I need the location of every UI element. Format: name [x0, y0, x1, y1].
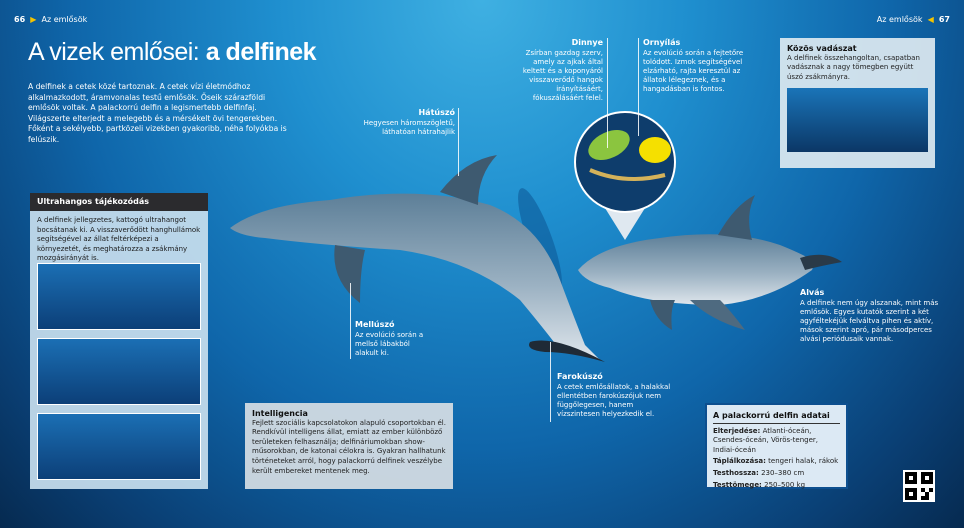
dolphin-pod-photo — [787, 88, 928, 153]
fact-item: Táplálkozása: tengeri halak, rákok — [713, 457, 839, 466]
melon-shape — [588, 129, 630, 161]
triangle-right-icon: ▶ — [27, 15, 39, 24]
hunting-box: Közös vadászat A delfinek összehangoltan… — [780, 38, 935, 168]
page-header-right: Az emlősök ◀ 67 — [877, 15, 950, 24]
page-header-left: 66 ▶ Az emlősök — [14, 15, 87, 24]
page-title: A vizek emlősei: a delfinek — [28, 38, 317, 66]
triangle-left-icon: ◀ — [925, 15, 937, 24]
hunting-text: A delfinek összehangoltan, csapatban vad… — [787, 53, 920, 81]
fact-item: Elterjedése: Atlanti-óceán, Csendes-óceá… — [713, 426, 818, 454]
blowhole-shape — [639, 137, 671, 163]
label-flipper: Mellúszó Az evolúció során a mellső lábak… — [355, 320, 424, 357]
dolphin-large — [230, 155, 605, 362]
intelligence-box: Intelligencia Fejlett szociális kapcsola… — [245, 403, 453, 489]
section-name: Az emlősök — [41, 15, 88, 24]
pointer-line — [607, 38, 608, 148]
pointer-line — [638, 38, 639, 136]
facts-title: A palackorrú delfin adatai — [713, 411, 840, 424]
ultrasound-box: Ultrahangos tájékozódás A delfinek jelle… — [30, 193, 208, 489]
label-dorsal-fin: Hátúszó Hegyesen háromszögletű, láthatóan… — [363, 108, 455, 136]
section-name: Az emlősök — [876, 15, 923, 24]
dolphin-small — [578, 195, 842, 330]
label-tail-fin: Farokúszó A cetek emlősállatok, a halakka… — [557, 372, 671, 418]
intro-text: A delfinek a cetek közé tartoznak. A cet… — [28, 82, 287, 144]
intelligence-title: Intelligencia — [252, 409, 308, 418]
page-number: 66 — [14, 15, 26, 24]
pointer-line — [550, 342, 551, 422]
ultrasound-text: A delfinek jellegzetes, kattogó ultrahan… — [37, 216, 201, 263]
label-sleep: Alvás A delfinek nem úgy alszanak, mint m… — [800, 288, 939, 343]
echolocation-image-1 — [37, 263, 201, 330]
pointer-line — [458, 108, 459, 176]
qr-code[interactable] — [903, 470, 935, 502]
pointer-line — [350, 283, 351, 359]
ultrasound-title: Ultrahangos tájékozódás — [30, 193, 208, 211]
intelligence-text: Fejlett szociális kapcsolatokon alapuló … — [252, 418, 446, 475]
hunting-title: Közös vadászat — [787, 44, 857, 53]
facts-box: A palackorrú delfin adatai Elterjedése: … — [705, 403, 848, 489]
fact-item: Testhossza: 230–380 cm — [713, 468, 805, 477]
page-number: 67 — [938, 15, 950, 24]
head-cross-section — [574, 111, 676, 240]
echolocation-image-3 — [37, 413, 201, 480]
label-melon: Dinnye Zsírban gazdag szerv, amely az ajk… — [522, 38, 603, 102]
fact-item: Testtömege: 250–500 kg — [713, 480, 806, 489]
echolocation-image-2 — [37, 338, 201, 405]
label-blowhole: Ornyílás Az evolúció során a fejtetőre to… — [643, 38, 744, 93]
